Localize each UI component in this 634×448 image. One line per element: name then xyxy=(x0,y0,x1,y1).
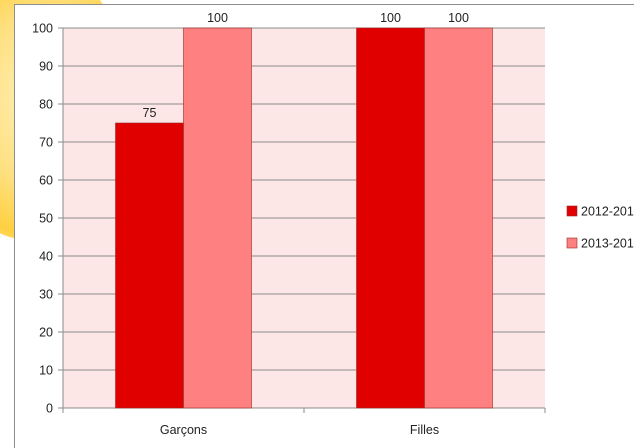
bar-2-gar-ons xyxy=(183,27,252,409)
y-tick-label: 60 xyxy=(39,174,53,188)
y-tick-label: 0 xyxy=(46,402,53,416)
legend-label: 2013-201 xyxy=(581,237,634,251)
y-tick-label: 10 xyxy=(39,364,53,378)
data-label: 75 xyxy=(143,106,157,120)
legend-swatch xyxy=(566,237,578,249)
bar-1-gar-ons xyxy=(115,122,184,409)
x-category-label: Garçons xyxy=(160,423,207,437)
bar-2-filles xyxy=(424,27,493,409)
x-category-label: Filles xyxy=(410,423,439,437)
y-tick-label: 50 xyxy=(39,212,53,226)
data-label: 100 xyxy=(207,11,228,25)
y-tick-label: 30 xyxy=(39,288,53,302)
data-label: 100 xyxy=(380,11,401,25)
legend-swatch xyxy=(566,205,578,217)
y-tick-label: 90 xyxy=(39,60,53,74)
y-tick-label: 80 xyxy=(39,98,53,112)
bar-1-filles xyxy=(356,27,425,409)
y-tick-label: 70 xyxy=(39,136,53,150)
y-tick-label: 20 xyxy=(39,326,53,340)
y-tick-label: 40 xyxy=(39,250,53,264)
legend-label: 2012-201 xyxy=(581,205,634,219)
y-tick-label: 100 xyxy=(32,22,53,36)
data-label: 100 xyxy=(448,11,469,25)
